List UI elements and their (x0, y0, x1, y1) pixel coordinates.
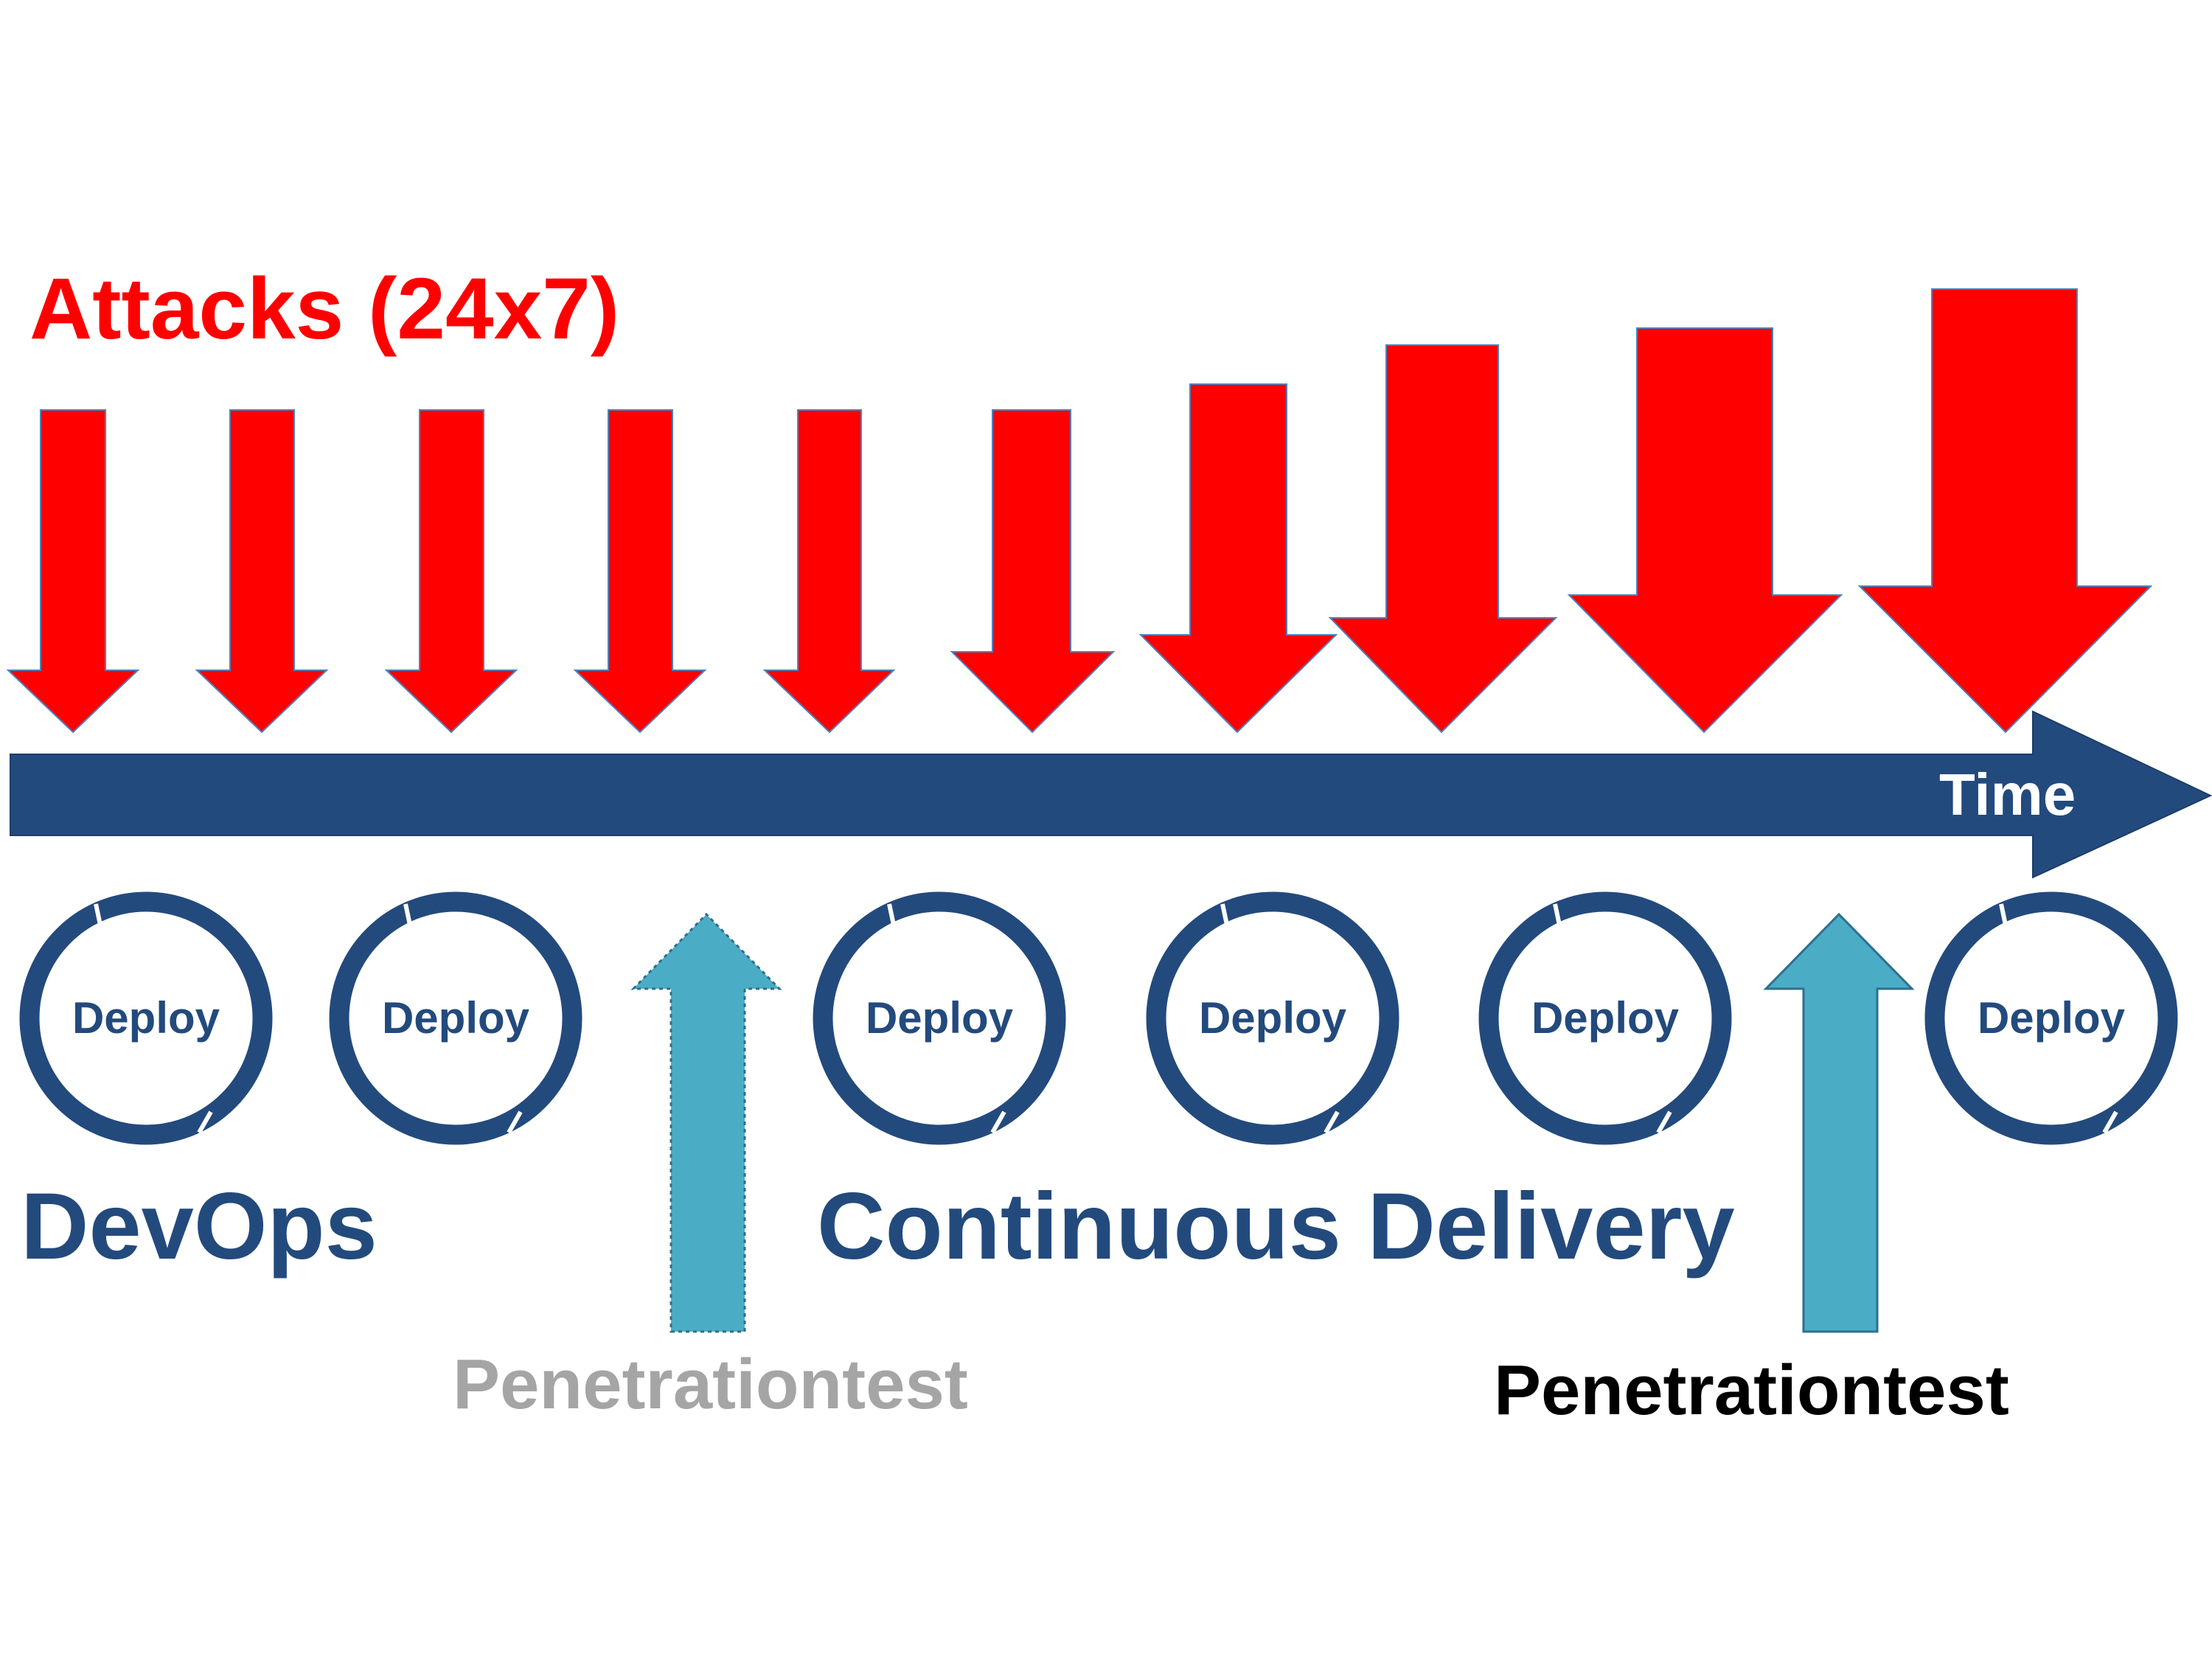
deploy-label: Deploy (1977, 993, 2126, 1043)
timeline-arrow-icon (10, 710, 2212, 879)
attack-arrow-icon (384, 409, 518, 734)
attack-arrow-icon (573, 409, 707, 734)
attack-arrow-icon (195, 409, 329, 734)
attack-arrows (6, 288, 2153, 734)
deploy-cycle-icon (1478, 891, 1732, 1145)
pentest-arrow-icon (630, 912, 782, 1333)
continuous-delivery-label: Continuous Delivery (817, 1174, 1735, 1279)
deploy-label: Deploy (381, 993, 530, 1043)
deploy-cycle-icon (329, 891, 582, 1145)
attacks-title: Attacks (24x7) (29, 260, 620, 358)
attack-arrow-icon (950, 409, 1116, 734)
attack-arrow-icon (762, 409, 896, 734)
deploy-label: Deploy (72, 993, 220, 1043)
attack-arrow-icon (1857, 288, 2153, 734)
timeline-label: Time (1939, 762, 2076, 827)
deploy-cycle-icon (813, 891, 1066, 1145)
attack-arrow-icon (1567, 327, 1843, 734)
pentest-label-faded: Penetrationtest (453, 1345, 968, 1424)
attack-arrow-icon (1138, 383, 1338, 734)
deploy-cycle-icon (1146, 891, 1399, 1145)
deploy-label: Deploy (1531, 993, 1680, 1043)
deploy-rings (19, 891, 2178, 1145)
devops-label: DevOps (21, 1174, 378, 1279)
pentest-arrow-icon (1763, 912, 1915, 1333)
pentest-label-solid: Penetrationtest (1494, 1351, 2009, 1430)
deploy-label: Deploy (865, 993, 1014, 1043)
attack-arrow-icon (1328, 344, 1558, 734)
attack-arrow-icon (6, 409, 140, 734)
deploy-cycle-icon (19, 891, 273, 1145)
deploy-cycle-icon (1924, 891, 2178, 1145)
deploy-label: Deploy (1198, 993, 1347, 1043)
